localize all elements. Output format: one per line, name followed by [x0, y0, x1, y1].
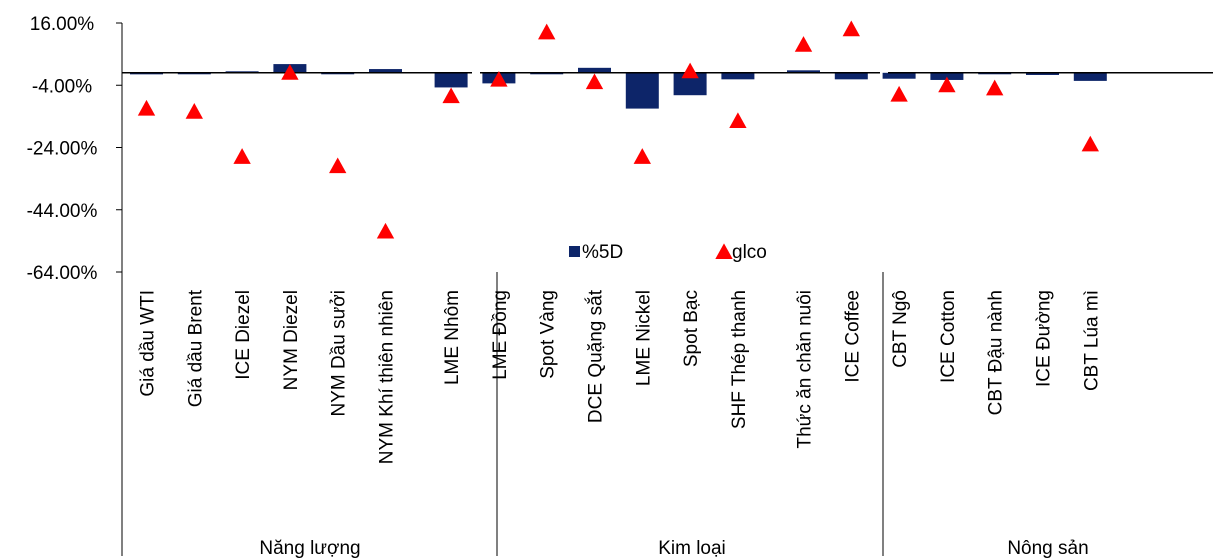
legend-label: %5D: [582, 242, 623, 263]
x-axis-group-labels: Năng lượng Kim loại Nông sản: [259, 538, 1088, 558]
category-label: LME Nickel: [633, 290, 654, 386]
y-tick-label: 16.00%: [30, 14, 95, 35]
y-axis: 16.00% -4.00% -24.00% -44.00% -64.00%: [27, 14, 123, 284]
marker-point: [442, 87, 460, 104]
category-label: NYM Diezel: [281, 290, 302, 390]
marker-point: [890, 85, 908, 102]
marker-point: [281, 64, 299, 80]
y-tick-label: -4.00%: [32, 76, 92, 97]
marker-point: [490, 70, 508, 87]
marker-point: [1081, 135, 1099, 152]
marker-point: [585, 73, 604, 90]
bar: [625, 72, 659, 109]
marker-point: [633, 148, 651, 164]
marker-point: [681, 62, 699, 79]
y-tick-label: -44.00%: [27, 201, 98, 222]
bar: [578, 67, 611, 73]
group-dividers: [121, 272, 884, 556]
category-label: Spot Bạc: [681, 290, 702, 367]
category-label: LME Nhôm: [442, 290, 463, 385]
legend: %5D glco: [569, 242, 767, 263]
x-axis-category-labels: Giá dầu WTI Giá dầu Brent ICE Diezel NYM Di…: [138, 289, 1103, 464]
bar: [787, 70, 820, 73]
bar: [434, 72, 468, 88]
category-label: Thức ăn chăn nuôi: [795, 290, 816, 449]
marker-point: [986, 79, 1004, 96]
category-label: Giá dầu WTI: [138, 290, 159, 397]
category-label: ICE Diezel: [233, 290, 254, 380]
category-label: CBT Lúa mì: [1081, 290, 1102, 391]
legend-swatch-bar: [569, 246, 580, 257]
category-label: ICE Cotton: [938, 290, 959, 383]
bar: [930, 72, 964, 80]
category-label: CBT Ngô: [890, 290, 911, 368]
category-label: ICE Đường: [1034, 290, 1055, 387]
category-label: ICE Coffee: [842, 290, 863, 383]
marker-point: [185, 103, 203, 119]
bar-series-5d: [130, 64, 1107, 109]
category-label: CBT Đậu nành: [986, 290, 1007, 415]
bar: [369, 69, 402, 73]
bar: [673, 72, 707, 96]
marker-point: [376, 222, 395, 239]
marker-point: [794, 36, 813, 52]
y-tick-label: -64.00%: [27, 263, 98, 284]
marker-point: [729, 112, 747, 129]
bar: [721, 72, 755, 80]
marker-point: [329, 157, 347, 174]
bar: [1073, 72, 1107, 81]
category-label: DCE Quặng sắt: [585, 289, 607, 423]
marker-point: [233, 148, 251, 164]
marker-point: [842, 20, 860, 37]
legend-swatch-triangle: [715, 243, 733, 259]
category-label: NYM Dầu sưởi: [329, 290, 350, 417]
category-label: SHF Thép thanh: [729, 290, 750, 429]
legend-label: glco: [732, 242, 767, 263]
category-label: LME Đồng: [490, 290, 511, 380]
group-label: Kim loại: [658, 538, 726, 558]
marker-point: [538, 23, 556, 40]
category-label: Spot Vàng: [538, 290, 559, 379]
bar: [130, 72, 163, 75]
group-label: Nông sản: [1007, 538, 1088, 558]
marker-point: [938, 76, 956, 93]
bar: [1026, 72, 1059, 75]
bar: [882, 72, 916, 79]
marker-point: [137, 99, 156, 116]
group-label: Năng lượng: [259, 538, 360, 558]
category-label: Giá dầu Brent: [185, 289, 206, 407]
marker-series-glco: [137, 20, 1099, 239]
y-tick-label: -24.00%: [27, 139, 98, 160]
category-label: NYM Khí thiên nhiên: [377, 290, 398, 464]
bar: [834, 72, 868, 80]
